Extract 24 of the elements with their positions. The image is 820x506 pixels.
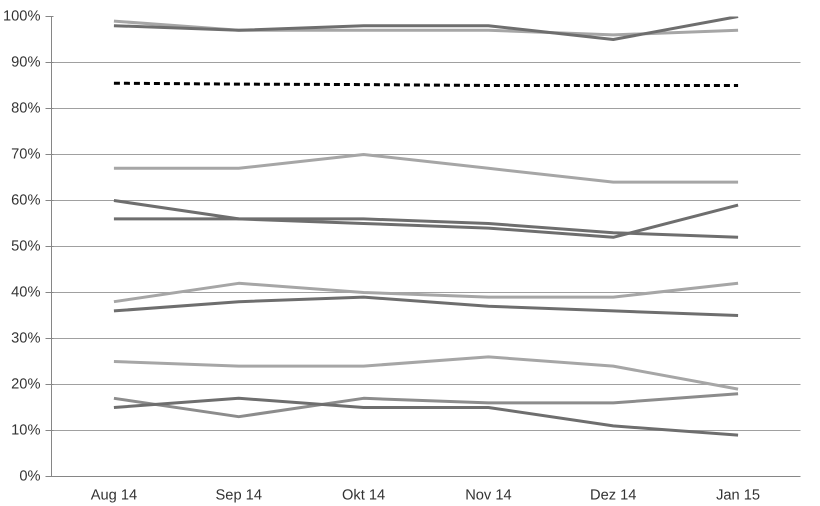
y-tick-label: 90% [11,54,41,70]
x-tick-label: Jan 15 [716,488,760,504]
y-tick-label: 40% [11,284,41,300]
line-series [112,199,740,239]
x-tick-label: Dez 14 [590,488,636,504]
y-tick-label: 60% [11,192,41,208]
y-tick-label: 30% [11,330,41,346]
y-tick-label: 0% [19,468,41,484]
line-series [112,296,740,317]
x-tick-label: Nov 14 [465,488,512,504]
line-series [112,392,740,418]
y-tick-label: 100% [3,8,41,24]
x-tick-label: Aug 14 [90,488,138,504]
x-tick-label: Okt 14 [342,488,386,504]
line-series [112,396,740,437]
x-tick-label: Sep 14 [216,488,262,504]
line-series [112,282,740,304]
y-tick-label: 70% [11,146,41,162]
line-series [112,355,740,391]
line-series [112,16,740,41]
y-tick-label: 80% [11,100,41,116]
y-tick-label: 50% [11,238,41,254]
y-tick-label: 20% [11,376,41,392]
y-tick-label: 10% [11,422,41,438]
